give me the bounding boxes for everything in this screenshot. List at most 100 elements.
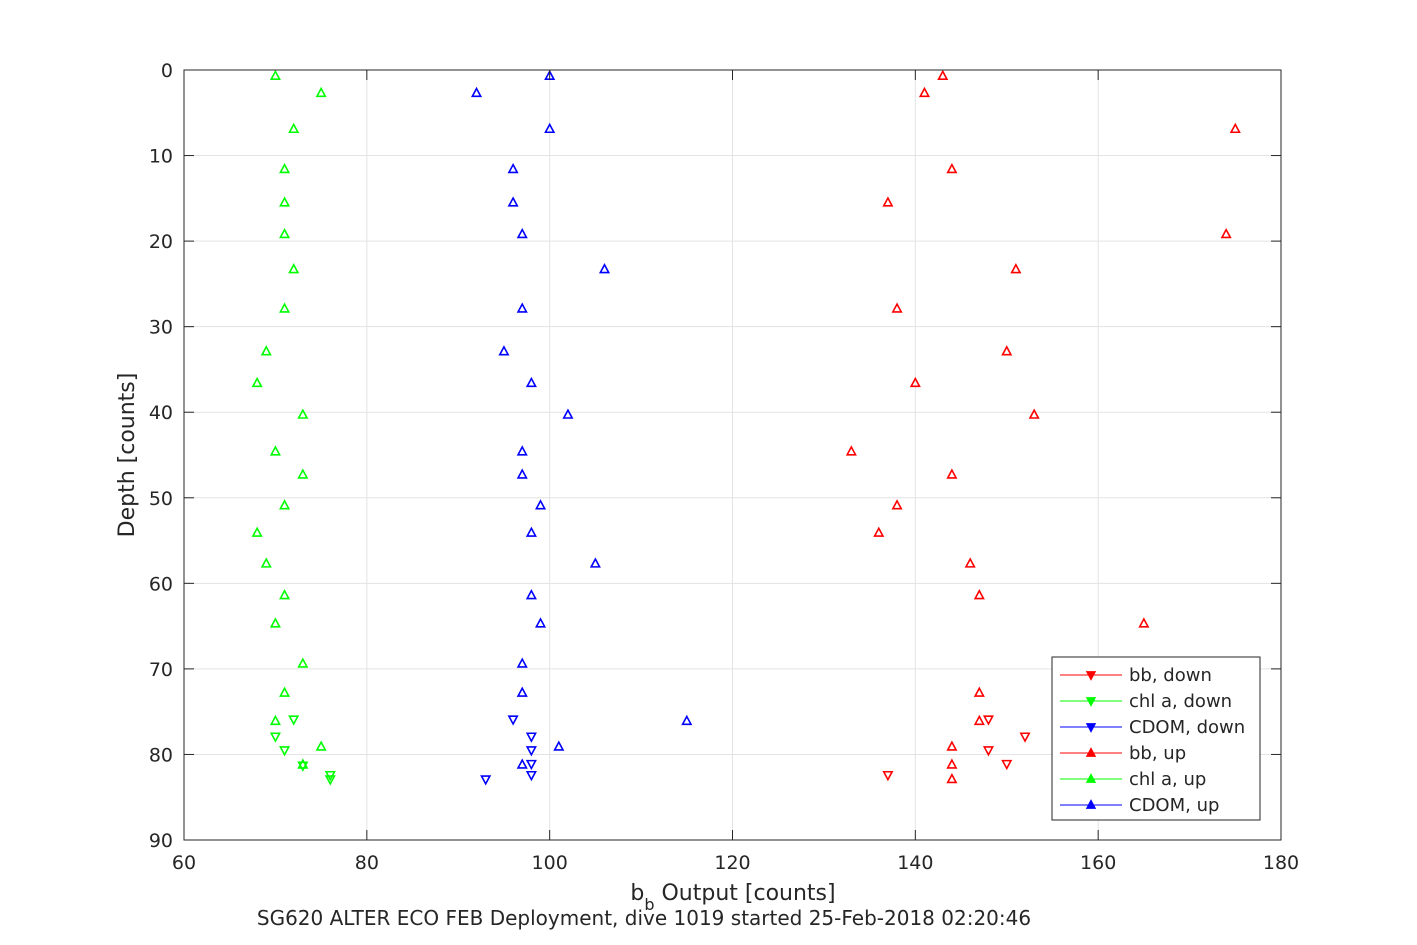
y-tick-label: 30: [149, 317, 173, 339]
data-point: [507, 162, 519, 174]
legend: bb, down chl a, down CDOM, down bb, up chl a…: [1051, 656, 1261, 821]
data-point: [516, 686, 528, 697]
data-point: [279, 589, 291, 600]
data-point: [598, 263, 611, 274]
data-point: [269, 445, 281, 456]
data-point: [480, 775, 492, 786]
data-point: [973, 686, 985, 697]
series-0: [882, 715, 1031, 782]
data-point: [315, 86, 327, 98]
x-tick-label: 160: [1080, 852, 1116, 874]
data-point: [553, 740, 565, 751]
x-tick-label: 180: [1263, 852, 1299, 874]
data-point: [937, 69, 949, 81]
data-point: [279, 162, 291, 174]
x-tick-label: 120: [714, 852, 750, 874]
data-point: [525, 732, 537, 743]
data-point: [260, 557, 272, 568]
data-point: [269, 69, 281, 81]
data-point: [891, 499, 903, 510]
data-point: [525, 759, 537, 771]
legend-label: chl a, down: [1129, 691, 1232, 712]
series-3: [845, 69, 1241, 784]
y-tick-label: 70: [149, 659, 173, 681]
series-4: [251, 69, 327, 769]
legend-label: bb, down: [1129, 665, 1212, 686]
data-point: [973, 589, 985, 600]
data-point: [1028, 408, 1040, 419]
legend-item: chl a, up: [1060, 769, 1206, 790]
data-point: [507, 715, 519, 726]
y-tick-label: 80: [149, 744, 173, 766]
data-point: [470, 86, 483, 98]
data-point: [279, 686, 291, 697]
data-point: [315, 740, 327, 751]
legend-item: chl a, down: [1060, 691, 1232, 712]
legend-marker: [1085, 773, 1097, 783]
y-tick-label: 40: [149, 402, 173, 424]
x-axis-title: bb Output [counts]: [630, 881, 835, 914]
data-point: [1001, 345, 1013, 356]
data-point: [288, 263, 300, 274]
y-tick-label: 90: [149, 830, 173, 852]
data-point: [288, 122, 300, 134]
x-tick-label: 80: [355, 852, 379, 874]
data-point: [269, 714, 281, 726]
data-point: [516, 227, 528, 239]
data-point: [288, 715, 300, 726]
data-point: [279, 746, 291, 757]
series-1: [269, 715, 336, 786]
data-point: [507, 196, 519, 207]
data-point: [516, 302, 528, 313]
data-point: [324, 775, 336, 786]
x-tick-label: 60: [172, 852, 196, 874]
x-tick-label: 100: [532, 852, 568, 874]
data-point: [562, 408, 574, 419]
data-point: [498, 345, 510, 356]
data-point: [516, 657, 528, 668]
data-point: [534, 499, 547, 510]
data-point: [946, 162, 958, 174]
x-tick-label: 140: [897, 852, 933, 874]
data-point: [279, 227, 291, 239]
data-point: [516, 445, 528, 456]
data-point: [946, 468, 958, 479]
y-tick-label: 20: [149, 231, 173, 253]
legend-box: [1051, 656, 1261, 821]
data-point: [525, 589, 537, 600]
data-point: [946, 772, 958, 784]
data-point: [964, 557, 976, 568]
data-point: [1229, 122, 1241, 134]
figure-caption: SG620 ALTER ECO FEB Deployment, dive 101…: [257, 906, 1031, 930]
data-point: [681, 714, 693, 726]
data-point: [297, 408, 309, 419]
y-tick-label: 50: [149, 488, 173, 510]
data-point: [525, 770, 537, 782]
data-point: [973, 714, 985, 726]
data-point: [525, 376, 537, 388]
data-point: [1010, 263, 1022, 274]
data-point: [882, 770, 894, 782]
data-point: [516, 758, 528, 769]
data-point: [269, 732, 281, 743]
data-point: [260, 345, 272, 356]
data-point: [251, 526, 263, 537]
data-point: [525, 526, 537, 537]
y-tick-label: 10: [149, 146, 173, 168]
legend-label: bb, up: [1129, 743, 1186, 764]
data-point: [1220, 227, 1232, 239]
data-point: [297, 468, 309, 479]
data-point: [982, 715, 995, 726]
data-point: [1019, 732, 1031, 743]
data-point: [918, 86, 931, 98]
data-point: [544, 122, 556, 134]
data-point: [845, 445, 857, 456]
data-point: [891, 302, 903, 313]
data-point: [1001, 759, 1013, 771]
data-point: [279, 196, 291, 207]
legend-marker: [1085, 723, 1097, 733]
data-point: [909, 376, 921, 388]
data-point: [946, 740, 958, 751]
data-point: [982, 746, 995, 757]
